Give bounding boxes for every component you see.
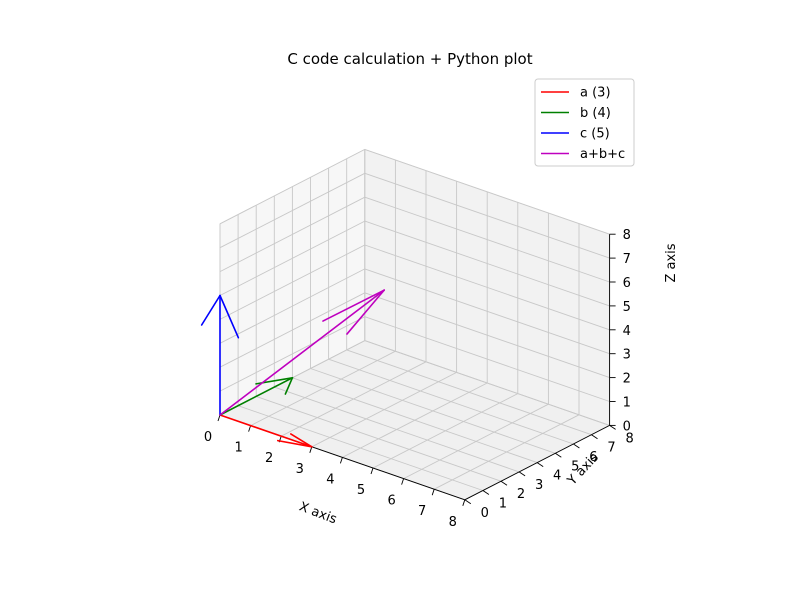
legend-entry-label: a+b+c bbox=[580, 147, 625, 162]
gridline-floor-y bbox=[310, 368, 556, 454]
z-tick-label: 8 bbox=[623, 228, 631, 243]
chart-title: C code calculation + Python plot bbox=[287, 50, 532, 68]
gridline-side-z bbox=[219, 172, 366, 249]
gridline-floor-x bbox=[433, 414, 580, 490]
gridline-back-z bbox=[364, 196, 610, 283]
y-tick-label: 0 bbox=[481, 506, 489, 521]
z-tick-label: 5 bbox=[623, 300, 631, 315]
y-tick-mark bbox=[555, 452, 562, 458]
vector-shaft bbox=[219, 376, 294, 416]
gridline-floor-y bbox=[346, 349, 592, 436]
vector-1 bbox=[219, 414, 313, 448]
y-tick-label: 3 bbox=[535, 478, 543, 493]
x-tick-mark bbox=[370, 467, 374, 475]
vector-3 bbox=[200, 294, 240, 416]
x-tick-mark bbox=[401, 478, 405, 485]
vector-head-left bbox=[200, 294, 221, 326]
y-tick-label: 6 bbox=[589, 450, 597, 465]
y-axis-line bbox=[464, 424, 610, 501]
x-tick-label: 1 bbox=[234, 441, 242, 456]
z-tick-label: 4 bbox=[623, 324, 631, 339]
x-tick-label: 4 bbox=[326, 472, 334, 487]
gridline-back-z bbox=[364, 148, 610, 235]
z-tick-label: 3 bbox=[623, 348, 631, 363]
gridline-back-z bbox=[364, 220, 610, 307]
gridline-side-z bbox=[219, 220, 366, 296]
y-tick-mark bbox=[464, 499, 472, 505]
y-tick-mark bbox=[573, 443, 580, 449]
gridline-floor-x bbox=[403, 403, 549, 480]
vector-4 bbox=[219, 289, 386, 416]
x-tick-label: 5 bbox=[357, 483, 365, 498]
y-tick-mark bbox=[591, 434, 598, 440]
gridline-floor-y bbox=[328, 358, 574, 445]
z-axis-label: Z axis bbox=[664, 243, 679, 282]
x-tick-mark bbox=[431, 489, 435, 496]
y-tick-mark bbox=[482, 490, 490, 495]
x-tick-label: 7 bbox=[418, 504, 426, 519]
y-tick-label: 4 bbox=[553, 469, 561, 484]
z-tick-label: 2 bbox=[623, 372, 631, 387]
y-tick-label: 7 bbox=[607, 441, 615, 456]
y-tick-label: 1 bbox=[499, 497, 507, 512]
vector-head-left bbox=[284, 376, 294, 395]
y-tick-mark bbox=[609, 425, 616, 430]
x-tick-label: 3 bbox=[296, 462, 304, 477]
vector-shaft bbox=[219, 414, 313, 448]
gridlines bbox=[219, 148, 611, 501]
legend-box bbox=[534, 78, 635, 167]
x-tick-mark bbox=[309, 446, 313, 453]
x-tick-label: 6 bbox=[387, 494, 395, 509]
vector-head-right bbox=[289, 433, 313, 448]
y-tick-mark bbox=[500, 480, 508, 486]
gridline-back-z bbox=[364, 172, 610, 259]
x-tick-mark bbox=[462, 499, 466, 506]
gridline-side-z bbox=[219, 244, 366, 320]
legend-entry-label: b (4) bbox=[580, 106, 611, 121]
vector-head-right bbox=[322, 289, 386, 322]
y-tick-mark bbox=[536, 462, 544, 467]
legend: a (3) b (4) c (5) a+b+c bbox=[534, 78, 635, 167]
gridline-floor-y bbox=[364, 340, 610, 426]
x-tick-mark bbox=[248, 425, 252, 432]
x-tick-mark bbox=[339, 457, 343, 464]
y-axis-label: Y axis bbox=[564, 450, 602, 489]
z-tick-label: 1 bbox=[623, 396, 631, 411]
y-tick-mark bbox=[518, 471, 526, 477]
vector-shaft bbox=[219, 289, 386, 416]
vector-head-left bbox=[276, 439, 313, 448]
legend-entry-label: a (3) bbox=[580, 86, 611, 101]
axes-panes bbox=[218, 148, 611, 501]
gridline-side-z bbox=[219, 148, 366, 225]
x-tick-label: 8 bbox=[449, 515, 457, 530]
z-tick-label: 0 bbox=[623, 419, 631, 434]
gridline-side-z bbox=[219, 196, 366, 273]
x-tick-label: 2 bbox=[265, 451, 273, 466]
gridline-floor-x bbox=[372, 393, 519, 469]
vector-head-left bbox=[346, 289, 386, 335]
vector-arrows bbox=[200, 289, 386, 448]
x-tick-label: 0 bbox=[204, 430, 212, 445]
x-axis-label: X axis bbox=[297, 499, 339, 527]
legend-entry-label: c (5) bbox=[580, 127, 610, 142]
x-tick-mark bbox=[217, 414, 221, 422]
y-tick-label: 2 bbox=[517, 487, 525, 502]
y-tick-label: 5 bbox=[571, 459, 579, 474]
gridline-floor-y bbox=[292, 377, 538, 464]
vector-head-right bbox=[219, 294, 240, 339]
gridline-back-z bbox=[364, 244, 610, 331]
z-tick-label: 7 bbox=[623, 252, 631, 267]
z-tick-label: 6 bbox=[623, 276, 631, 291]
y-tick-label: 8 bbox=[625, 431, 633, 446]
